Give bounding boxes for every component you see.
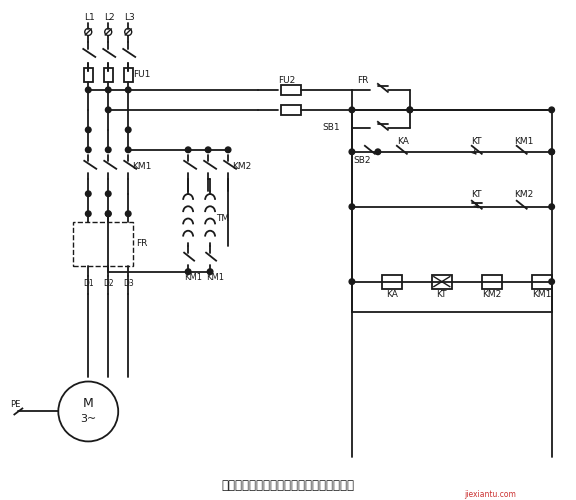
Circle shape: [349, 107, 355, 112]
Circle shape: [549, 204, 555, 210]
Circle shape: [105, 191, 111, 196]
Circle shape: [105, 211, 111, 216]
Circle shape: [126, 211, 131, 216]
Text: KM1: KM1: [532, 290, 551, 299]
Circle shape: [407, 107, 412, 112]
Bar: [73, 222, 133, 266]
Text: KT: KT: [437, 290, 447, 299]
Text: SB2: SB2: [353, 156, 370, 166]
Circle shape: [105, 107, 111, 112]
Circle shape: [207, 269, 213, 274]
Text: KM1: KM1: [206, 273, 224, 282]
Text: L2: L2: [104, 14, 115, 22]
Circle shape: [85, 147, 91, 152]
Circle shape: [549, 149, 555, 154]
Bar: [281, 105, 301, 115]
Circle shape: [105, 147, 111, 152]
Text: KM1: KM1: [132, 162, 151, 172]
Bar: [104, 68, 113, 82]
Text: TM: TM: [216, 214, 229, 222]
Text: KM1: KM1: [184, 273, 202, 282]
Text: KT: KT: [471, 190, 482, 199]
Circle shape: [375, 149, 381, 154]
Circle shape: [125, 28, 132, 35]
Text: KM2: KM2: [482, 290, 501, 299]
Bar: [482, 274, 502, 288]
Bar: [382, 274, 402, 288]
Circle shape: [105, 211, 111, 216]
Text: KT: KT: [471, 138, 482, 146]
Bar: [281, 85, 301, 95]
Circle shape: [126, 127, 131, 132]
Bar: [532, 274, 552, 288]
Bar: [124, 68, 132, 82]
Circle shape: [205, 147, 211, 152]
Text: KM2: KM2: [514, 190, 533, 199]
Circle shape: [85, 191, 91, 196]
Text: 时间继电器控制的自耦变压器降压启动线路: 时间继电器控制的自耦变压器降压启动线路: [222, 479, 354, 492]
Bar: [432, 274, 452, 288]
Circle shape: [549, 279, 555, 284]
Text: L3: L3: [124, 14, 135, 22]
Circle shape: [185, 147, 191, 152]
Circle shape: [126, 147, 131, 152]
Text: D3: D3: [123, 279, 134, 288]
Circle shape: [349, 279, 355, 284]
Text: SB1: SB1: [323, 124, 340, 132]
Circle shape: [549, 107, 555, 112]
Text: jiexiantu.com: jiexiantu.com: [464, 490, 516, 499]
Circle shape: [105, 28, 112, 35]
Text: M: M: [83, 397, 94, 410]
Text: KA: KA: [386, 290, 398, 299]
Circle shape: [85, 87, 91, 92]
Text: FR: FR: [136, 239, 147, 248]
Circle shape: [549, 149, 555, 154]
Text: FR: FR: [357, 76, 368, 86]
Circle shape: [185, 269, 191, 274]
Circle shape: [85, 211, 91, 216]
Circle shape: [105, 87, 111, 92]
Text: FU1: FU1: [133, 70, 150, 80]
Text: FU2: FU2: [278, 76, 295, 86]
Text: D1: D1: [84, 279, 94, 288]
Circle shape: [225, 147, 231, 152]
Text: PE: PE: [10, 400, 21, 409]
Text: KM2: KM2: [232, 162, 251, 172]
Circle shape: [85, 28, 92, 35]
Text: D2: D2: [103, 279, 114, 288]
Text: KM1: KM1: [514, 138, 533, 146]
Circle shape: [407, 107, 412, 112]
Text: L1: L1: [84, 14, 95, 22]
Circle shape: [58, 382, 118, 442]
Circle shape: [126, 87, 131, 92]
Bar: [84, 68, 93, 82]
Circle shape: [349, 204, 355, 210]
Circle shape: [85, 127, 91, 132]
Text: 3~: 3~: [80, 414, 96, 424]
Text: KA: KA: [397, 138, 409, 146]
Circle shape: [349, 149, 355, 154]
